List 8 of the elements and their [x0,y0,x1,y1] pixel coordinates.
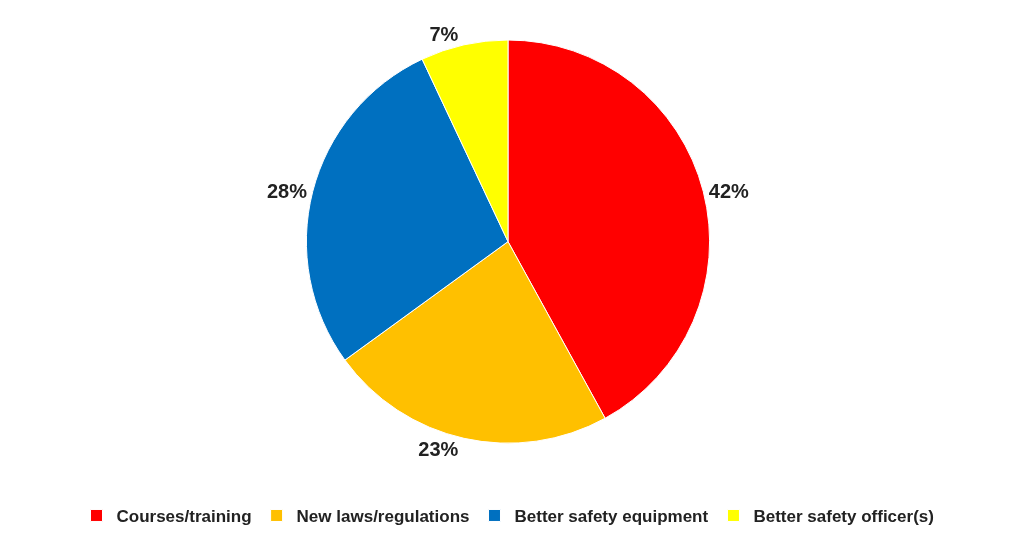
legend-label: Courses/training [116,507,252,527]
legend-label: New laws/regulations [296,507,470,527]
data-label: 28% [266,179,308,202]
data-label: 7% [429,23,459,46]
legend-label: Better safety equipment [514,507,709,527]
legend-label: Better safety officer(s) [753,507,934,527]
data-label: 42% [708,179,750,202]
data-label: 23% [418,437,459,460]
